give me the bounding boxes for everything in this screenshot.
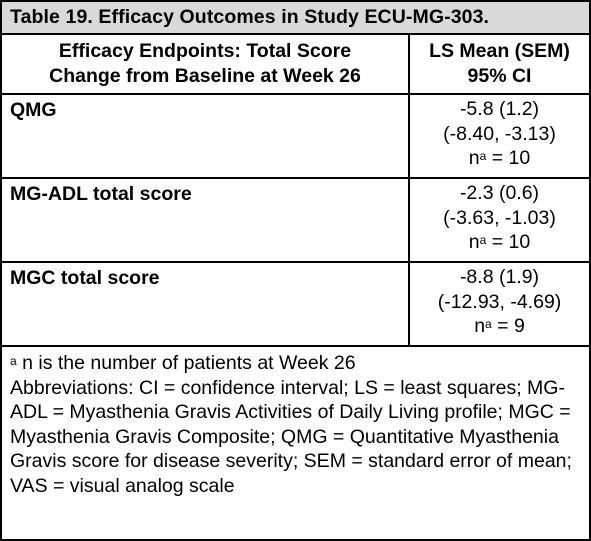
n-value: = 10 [486,147,531,169]
endpoint-name: QMG [2,95,410,177]
table-row: MG-ADL total score -2.3 (0.6) (-3.63, -1… [2,179,589,263]
n-value: = 9 [491,315,525,337]
abbreviations-text: Abbreviations: CI = confidence interval;… [10,376,572,497]
endpoint-name: MG-ADL total score [2,179,410,261]
footnote-text: n is the number of patients at Week 26 [16,352,356,374]
confidence-interval: (-8.40, -3.13) [443,122,556,145]
header-ls-mean-line2: 95% CI [467,65,532,87]
footnote-marker: a [10,354,17,368]
table-row: QMG -5.8 (1.2) (-8.40, -3.13) na = 10 [2,95,589,179]
header-ls-mean: LS Mean (SEM) 95% CI [410,35,589,93]
endpoint-name: MGC total score [2,263,410,345]
n-prefix: n [474,315,486,337]
n-superscript: a [479,149,487,163]
mean-sem: -5.8 (1.2) [459,98,540,120]
patient-count: na = 10 [410,146,589,171]
confidence-interval: (-12.93, -4.69) [437,290,562,313]
table-row: MGC total score -8.8 (1.9) (-12.93, -4.6… [2,263,589,347]
header-endpoints-line1: Efficacy Endpoints: Total Score [58,40,352,62]
n-value: = 10 [486,231,531,253]
patient-count: na = 9 [410,314,589,339]
mean-sem: -8.8 (1.9) [459,266,540,288]
n-superscript: a [485,317,492,331]
footnote-note: a n is the number of patients at Week 26 [10,351,581,376]
n-prefix: n [468,231,480,253]
header-endpoints-line2: Change from Baseline at Week 26 [49,65,361,87]
confidence-interval: (-3.63, -1.03) [443,206,556,229]
table-header-row: Efficacy Endpoints: Total Score Change f… [2,35,589,95]
n-superscript: a [479,233,487,247]
table-footnote: a n is the number of patients at Week 26… [2,347,589,498]
table-caption: Table 19. Efficacy Outcomes in Study ECU… [2,2,589,35]
mean-sem: -2.3 (0.6) [459,182,540,204]
result-cell: -5.8 (1.2) (-8.40, -3.13) na = 10 [410,95,589,177]
result-cell: -8.8 (1.9) (-12.93, -4.69) na = 9 [410,263,589,345]
result-cell: -2.3 (0.6) (-3.63, -1.03) na = 10 [410,179,589,261]
n-prefix: n [468,147,480,169]
header-ls-mean-line1: LS Mean (SEM) [429,40,570,62]
patient-count: na = 10 [410,230,589,255]
header-endpoints: Efficacy Endpoints: Total Score Change f… [2,35,410,93]
